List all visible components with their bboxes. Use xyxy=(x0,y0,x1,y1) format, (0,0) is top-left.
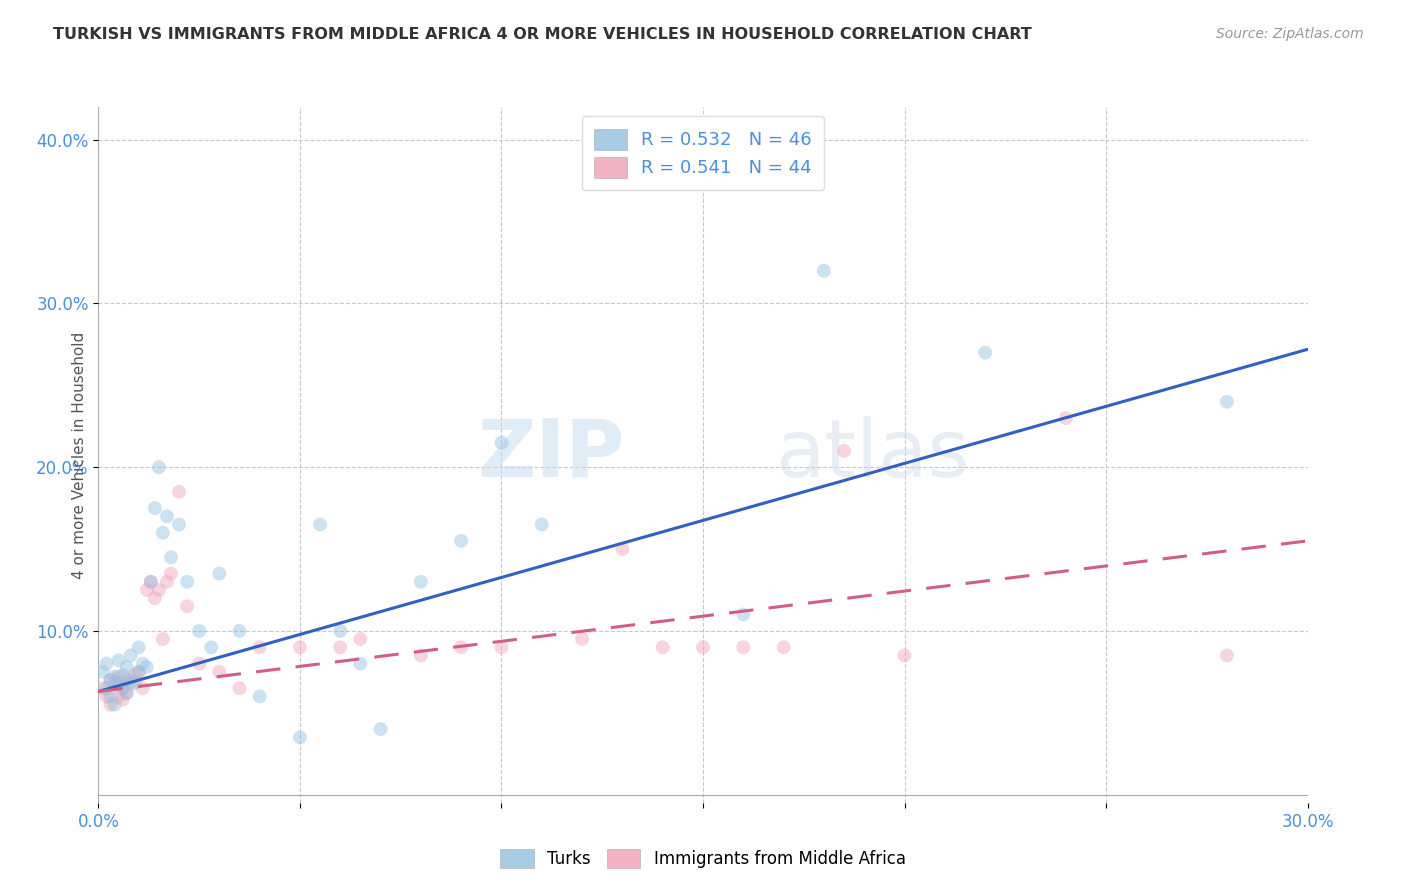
Point xyxy=(111,668,134,682)
Point xyxy=(148,582,170,597)
Point xyxy=(152,632,174,646)
Point xyxy=(156,574,179,589)
Point xyxy=(115,660,138,674)
Text: atlas: atlas xyxy=(776,416,970,494)
Point xyxy=(128,665,150,679)
Point xyxy=(450,533,472,548)
Text: ZIP: ZIP xyxy=(477,416,624,494)
Point xyxy=(143,501,166,516)
Point xyxy=(733,640,755,655)
Point xyxy=(813,264,835,278)
Point xyxy=(772,640,794,655)
Point xyxy=(103,698,125,712)
Point xyxy=(329,624,352,638)
Point xyxy=(100,673,122,687)
Text: Source: ZipAtlas.com: Source: ZipAtlas.com xyxy=(1216,27,1364,41)
Point xyxy=(349,657,371,671)
Point xyxy=(530,517,553,532)
Point xyxy=(132,657,155,671)
Point xyxy=(200,640,222,655)
Point xyxy=(107,690,129,704)
Point xyxy=(651,640,673,655)
Point xyxy=(139,574,162,589)
Point xyxy=(120,676,142,690)
Point xyxy=(152,525,174,540)
Point xyxy=(188,657,211,671)
Point xyxy=(1054,411,1077,425)
Point xyxy=(139,574,162,589)
Point xyxy=(111,692,134,706)
Point xyxy=(124,676,146,690)
Point xyxy=(96,657,118,671)
Point xyxy=(100,698,122,712)
Point xyxy=(491,435,513,450)
Point xyxy=(124,668,146,682)
Point xyxy=(1216,394,1239,409)
Point xyxy=(135,660,157,674)
Point xyxy=(208,566,231,581)
Point xyxy=(450,640,472,655)
Point xyxy=(103,670,125,684)
Point xyxy=(91,665,114,679)
Point xyxy=(103,676,125,690)
Point xyxy=(176,574,198,589)
Point xyxy=(249,640,271,655)
Point xyxy=(370,722,392,736)
Point xyxy=(288,640,311,655)
Point xyxy=(107,653,129,667)
Point xyxy=(1216,648,1239,663)
Point xyxy=(167,517,190,532)
Point xyxy=(111,681,134,696)
Point xyxy=(228,681,250,696)
Point xyxy=(188,624,211,638)
Point xyxy=(107,670,129,684)
Point xyxy=(120,673,142,687)
Point xyxy=(100,690,122,704)
Point xyxy=(120,648,142,663)
Point xyxy=(143,591,166,606)
Point xyxy=(409,648,432,663)
Point xyxy=(100,673,122,687)
Point xyxy=(228,624,250,638)
Point xyxy=(176,599,198,614)
Point xyxy=(491,640,513,655)
Point xyxy=(160,550,183,565)
Point xyxy=(96,690,118,704)
Point xyxy=(96,681,118,696)
Point xyxy=(107,676,129,690)
Point xyxy=(156,509,179,524)
Legend: Turks, Immigrants from Middle Africa: Turks, Immigrants from Middle Africa xyxy=(494,842,912,875)
Point xyxy=(132,681,155,696)
Point xyxy=(128,640,150,655)
Point xyxy=(692,640,714,655)
Legend: R = 0.532   N = 46, R = 0.541   N = 44: R = 0.532 N = 46, R = 0.541 N = 44 xyxy=(582,116,824,190)
Y-axis label: 4 or more Vehicles in Household: 4 or more Vehicles in Household xyxy=(72,331,87,579)
Point xyxy=(111,681,134,696)
Point xyxy=(974,345,997,359)
Text: TURKISH VS IMMIGRANTS FROM MIDDLE AFRICA 4 OR MORE VEHICLES IN HOUSEHOLD CORRELA: TURKISH VS IMMIGRANTS FROM MIDDLE AFRICA… xyxy=(53,27,1032,42)
Point xyxy=(128,665,150,679)
Point xyxy=(571,632,593,646)
Point xyxy=(91,681,114,696)
Point xyxy=(167,484,190,499)
Point xyxy=(160,566,183,581)
Point xyxy=(135,582,157,597)
Point xyxy=(893,648,915,663)
Point xyxy=(288,731,311,745)
Point xyxy=(309,517,332,532)
Point xyxy=(115,673,138,687)
Point xyxy=(115,686,138,700)
Point xyxy=(409,574,432,589)
Point xyxy=(208,665,231,679)
Point xyxy=(249,690,271,704)
Point xyxy=(115,686,138,700)
Point xyxy=(349,632,371,646)
Point xyxy=(733,607,755,622)
Point xyxy=(612,542,634,557)
Point xyxy=(148,460,170,475)
Point xyxy=(329,640,352,655)
Point xyxy=(832,443,855,458)
